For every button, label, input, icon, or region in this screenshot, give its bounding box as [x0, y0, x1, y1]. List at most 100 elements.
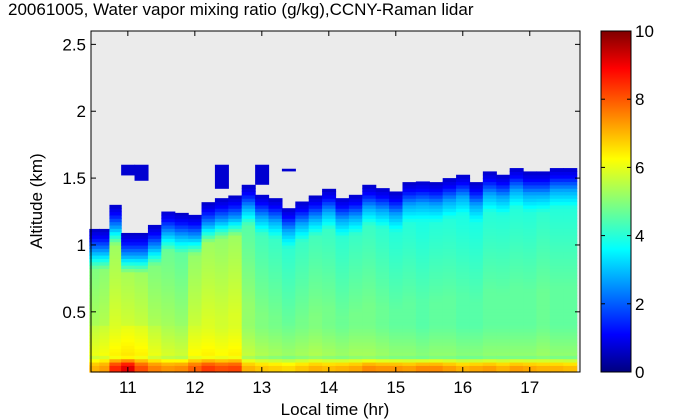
heatmap-cell	[482, 181, 497, 186]
heatmap-cell	[456, 174, 471, 179]
heatmap-cell	[415, 345, 430, 350]
heatmap-cell	[335, 241, 350, 246]
heatmap-cell	[536, 321, 551, 326]
heatmap-cell	[362, 358, 377, 363]
heatmap-cell	[121, 358, 136, 363]
heatmap-cell	[536, 331, 551, 336]
heatmap-cell	[147, 278, 162, 283]
heatmap-cell	[536, 211, 551, 216]
heatmap-cell	[496, 198, 511, 203]
heatmap-cell	[268, 258, 283, 263]
heatmap-cell	[161, 301, 176, 306]
heatmap-cell	[389, 191, 404, 196]
heatmap-cell	[201, 244, 216, 249]
heatmap-cell	[295, 325, 310, 330]
heatmap-cell	[214, 305, 229, 310]
heatmap-cell	[335, 221, 350, 226]
heatmap-cell	[549, 218, 564, 223]
heatmap-cell	[109, 345, 122, 350]
heatmap-cell	[335, 308, 350, 313]
heatmap-cell	[214, 275, 229, 279]
heatmap-cell	[536, 335, 551, 340]
heatmap-cell	[429, 218, 444, 223]
heatmap-cell	[415, 228, 430, 233]
heatmap-cell	[121, 345, 136, 350]
heatmap-cell	[429, 331, 444, 336]
heatmap-cell	[536, 318, 551, 323]
heatmap-cell	[496, 231, 511, 236]
heatmap-cell	[228, 311, 243, 316]
heatmap-cell	[402, 184, 417, 189]
heatmap-cell	[308, 275, 323, 279]
heatmap-cell	[147, 348, 162, 353]
heatmap-cell	[509, 291, 524, 296]
heatmap-cell	[482, 298, 497, 303]
heatmap-cell	[335, 368, 350, 373]
heatmap-cell	[536, 281, 551, 286]
heatmap-cell	[536, 345, 551, 350]
heatmap-cell	[563, 254, 578, 259]
heatmap-cell	[523, 254, 538, 259]
heatmap-cell	[201, 325, 216, 330]
heatmap-cell	[89, 325, 100, 330]
heatmap-cell	[308, 231, 323, 236]
heatmap-cell	[228, 234, 243, 239]
heatmap-cell	[322, 298, 337, 303]
heatmap-cell	[174, 368, 189, 373]
heatmap-cell	[348, 288, 363, 293]
heatmap-cell	[109, 331, 122, 336]
heatmap-cell	[536, 241, 551, 246]
heatmap-cell	[255, 241, 270, 246]
heatmap-cell	[322, 211, 337, 216]
heatmap-cell	[201, 268, 216, 273]
heatmap-cell	[509, 218, 524, 223]
heatmap-cell	[134, 315, 149, 320]
heatmap-cell	[536, 251, 551, 256]
heatmap-cell	[89, 248, 100, 253]
heatmap-cell	[389, 228, 404, 233]
heatmap-cell	[509, 328, 524, 333]
heatmap-cell	[188, 348, 203, 353]
heatmap-cell	[563, 221, 578, 226]
heatmap-cell	[429, 365, 444, 370]
heatmap-cell	[241, 261, 256, 266]
heatmap-cell	[415, 184, 430, 189]
heatmap-cell	[281, 234, 296, 239]
heatmap-cell	[456, 335, 471, 340]
heatmap-cell	[188, 308, 203, 313]
heatmap-cell	[335, 288, 350, 293]
heatmap-cell	[308, 325, 323, 330]
heatmap-cell	[188, 358, 203, 363]
heatmap-cell	[201, 275, 216, 279]
heatmap-cell	[362, 348, 377, 353]
heatmap-cell	[415, 218, 430, 223]
heatmap-cell	[161, 218, 176, 223]
heatmap-cell	[362, 355, 377, 360]
heatmap-cell	[161, 358, 176, 363]
heatmap-cell	[89, 244, 100, 249]
heatmap-cell	[415, 288, 430, 293]
heatmap-cell	[188, 311, 203, 316]
heatmap-cell	[268, 335, 283, 340]
heatmap-cell	[523, 231, 538, 236]
heatmap-cell	[536, 208, 551, 213]
heatmap-cell	[174, 238, 189, 243]
heatmap-cell	[147, 335, 162, 340]
heatmap-cell	[375, 288, 390, 293]
heatmap-cell	[523, 338, 538, 343]
heatmap-cell	[308, 341, 323, 346]
heatmap-cell	[322, 254, 337, 259]
heatmap-cell	[456, 201, 471, 206]
heatmap-cell	[402, 358, 417, 363]
heatmap-cell	[563, 234, 578, 239]
heatmap-cell	[442, 261, 457, 266]
heatmap-cell	[469, 258, 484, 263]
heatmap-cell	[496, 291, 511, 296]
heatmap-cell	[295, 241, 310, 246]
heatmap-cell	[201, 218, 216, 223]
heatmap-cell	[496, 224, 511, 229]
heatmap-cell	[563, 218, 578, 223]
heatmap-cell	[415, 258, 430, 263]
heatmap-cell	[496, 221, 511, 226]
heatmap-cell	[523, 184, 538, 189]
